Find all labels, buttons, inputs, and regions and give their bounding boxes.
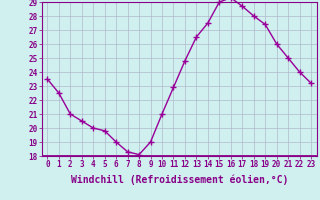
X-axis label: Windchill (Refroidissement éolien,°C): Windchill (Refroidissement éolien,°C) [70, 175, 288, 185]
